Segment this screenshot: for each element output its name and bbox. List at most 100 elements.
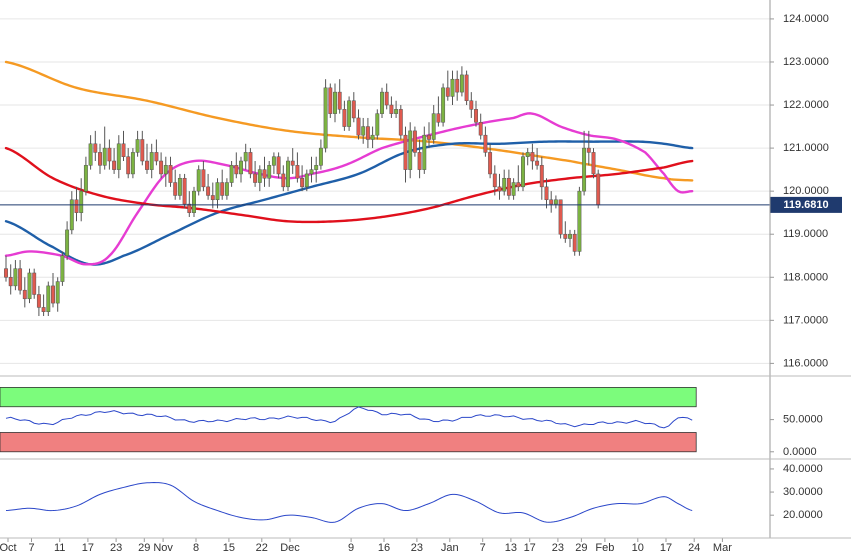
price-axis: 124.0000 123.0000 122.0000 121.0000 120.0000… xyxy=(770,13,829,369)
candle-body xyxy=(441,87,446,123)
candle-body xyxy=(177,177,182,196)
candle-body xyxy=(417,152,422,170)
time-tick-label: Feb xyxy=(595,542,614,554)
candle-body xyxy=(187,203,192,213)
price-tick-label: 123.0000 xyxy=(783,56,829,68)
candle-body xyxy=(478,122,483,136)
candle-body xyxy=(380,91,384,114)
time-tick-label: 29 xyxy=(575,542,587,554)
candle-body xyxy=(229,165,234,183)
candle-body xyxy=(431,113,436,140)
candle-body xyxy=(572,233,577,252)
candle-body xyxy=(4,268,8,278)
panel-borders xyxy=(0,0,851,539)
candle-body xyxy=(436,113,441,123)
time-tick-label: 15 xyxy=(223,542,235,554)
candle-body xyxy=(422,134,427,170)
candle-body xyxy=(121,143,126,157)
candle-body xyxy=(459,74,464,93)
candle-body xyxy=(539,165,544,188)
price-tick-label: 117.0000 xyxy=(783,314,828,326)
candle-body xyxy=(93,143,98,153)
time-tick-label: Nov xyxy=(153,542,173,554)
time-axis: Oct 7 11 17 23 29 Nov 8 15 22 Dec 9 16 23 Jan 7 13 17 23 29… xyxy=(0,538,732,554)
time-tick-label: 17 xyxy=(660,542,672,554)
candle-body xyxy=(370,134,375,140)
candle-body xyxy=(582,147,587,192)
candle-body xyxy=(41,307,46,312)
rsi-panel: 50.0000 0.0000 xyxy=(0,387,823,458)
time-tick-label: 8 xyxy=(193,542,199,554)
adx-series-line xyxy=(5,482,693,523)
candle-body xyxy=(69,199,74,231)
candle-body xyxy=(88,143,93,166)
candle-body xyxy=(365,126,370,140)
candles xyxy=(4,66,601,317)
price-tick-label: 120.0000 xyxy=(783,185,829,197)
moving-averages xyxy=(4,60,694,266)
candle-body xyxy=(60,255,65,282)
candle-body xyxy=(74,199,79,213)
candle-body xyxy=(483,134,488,153)
candle-body xyxy=(65,229,70,256)
candle-body xyxy=(267,165,272,179)
adx-tick-label: 20.0000 xyxy=(783,509,823,521)
candle-body xyxy=(502,177,507,192)
candle-body xyxy=(577,190,582,252)
time-tick-label: 13 xyxy=(505,542,517,554)
candle-body xyxy=(192,190,196,213)
candle-body xyxy=(98,152,102,166)
candle-body xyxy=(553,199,558,205)
candle-body xyxy=(239,160,243,175)
candle-body xyxy=(568,233,572,239)
candle-body xyxy=(318,147,323,166)
rsi-oversold-zone xyxy=(0,432,697,453)
candle-body xyxy=(262,169,267,179)
candle-body xyxy=(253,173,258,183)
candle-body xyxy=(168,165,173,183)
sma-red-line xyxy=(4,146,694,224)
candle-body xyxy=(27,272,32,300)
candle-body xyxy=(535,160,540,166)
adx-tick-label: 30.0000 xyxy=(783,486,823,498)
candle-body xyxy=(530,152,535,162)
price-tick-label: 119.0000 xyxy=(783,228,828,240)
candle-body xyxy=(351,100,356,119)
candle-body xyxy=(224,182,229,196)
candle-body xyxy=(281,173,286,188)
rsi-overbought-zone xyxy=(0,387,697,408)
candle-body xyxy=(286,160,290,188)
candle-body xyxy=(55,281,60,304)
candle-body xyxy=(403,134,408,170)
candle-body xyxy=(159,160,164,175)
adx-tick-label: 40.0000 xyxy=(783,463,823,475)
candle-body xyxy=(398,109,403,136)
candle-body xyxy=(163,165,168,175)
candle-body xyxy=(525,152,530,157)
time-tick-label: 7 xyxy=(480,542,486,554)
candle-body xyxy=(79,190,84,213)
candle-body xyxy=(154,152,159,162)
candle-body xyxy=(427,134,431,140)
candle-body xyxy=(516,182,521,188)
candle-body xyxy=(243,152,248,162)
candle-body xyxy=(18,268,23,291)
candle-body xyxy=(563,233,568,239)
last-price-label-box xyxy=(770,196,842,213)
candle-body xyxy=(290,160,295,166)
time-tick-label: 16 xyxy=(378,542,390,554)
candle-body xyxy=(591,152,596,175)
time-tick-label: 24 xyxy=(688,542,700,554)
candle-body xyxy=(464,74,469,101)
sma-magenta-line xyxy=(4,112,694,266)
candle-body xyxy=(248,152,253,175)
candle-body xyxy=(130,152,135,175)
price-tick-label: 122.0000 xyxy=(783,99,829,111)
candle-body xyxy=(234,165,239,175)
candle-body xyxy=(389,104,394,114)
candle-body xyxy=(102,147,107,166)
candle-body xyxy=(8,277,13,287)
candle-body xyxy=(51,285,55,304)
candle-body xyxy=(333,91,337,114)
